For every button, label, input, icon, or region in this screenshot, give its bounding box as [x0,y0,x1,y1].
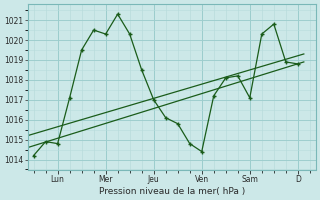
X-axis label: Pression niveau de la mer( hPa ): Pression niveau de la mer( hPa ) [99,187,245,196]
